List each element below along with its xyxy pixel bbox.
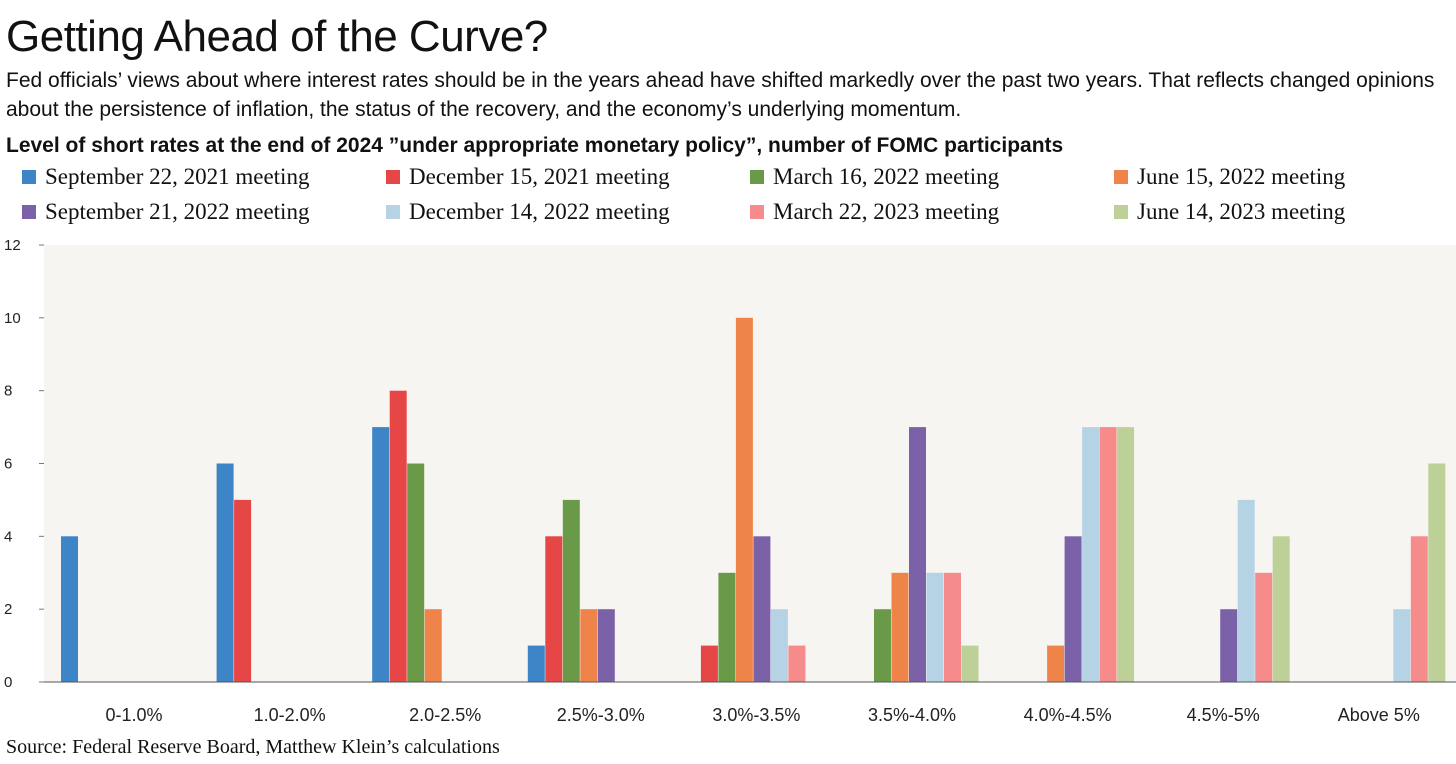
y-tick-label: 0 [4,674,12,691]
legend-label: September 21, 2022 meeting [45,199,310,224]
y-tick-label: 10 [4,310,21,327]
legend-swatch [386,170,400,184]
legend-item: June 15, 2022 meeting [1114,164,1345,190]
bar [1082,427,1100,682]
legend-swatch [1114,170,1128,184]
legend-swatch [22,205,36,219]
legend-swatch [750,170,764,184]
bar [407,463,425,682]
legend-item: December 15, 2021 meeting [386,164,670,190]
legend-label: June 15, 2022 meeting [1137,164,1346,189]
page-title: Getting Ahead of the Curve? [6,12,548,61]
legend-label: March 16, 2022 meeting [773,164,1000,189]
page-subtitle: Fed officials’ views about where interes… [6,69,1435,121]
bar [61,536,78,682]
x-tick-label: 3.0%-3.5% [712,705,800,725]
chart-heading: Level of short rates at the end of 2024 … [6,134,1064,157]
legend-item: December 14, 2022 meeting [386,199,670,225]
bar [1410,536,1428,682]
bar [874,609,891,682]
x-tick-label: 0-1.0% [105,705,162,725]
bar [926,572,944,683]
bar [545,536,563,682]
legend-item: March 22, 2023 meeting [750,199,999,225]
x-tick-label: 4.5%-5% [1187,705,1260,725]
bar [891,572,909,683]
bar [597,609,615,682]
bar [1428,463,1446,682]
legend-swatch [22,170,36,184]
y-tick-label: 12 [4,237,21,254]
bar [1047,645,1065,682]
bar [216,463,234,682]
x-tick-label: 3.5%-4.0% [868,705,956,725]
bar [1237,499,1255,682]
y-tick-label: 4 [4,528,12,545]
bar [389,390,407,682]
legend-label: March 22, 2023 meeting [773,199,1000,224]
bar [788,645,806,682]
legend-item: September 21, 2022 meeting [22,199,309,225]
x-tick-label: 2.0-2.5% [409,705,481,725]
legend-label: December 15, 2021 meeting [409,164,670,189]
legend-label: September 22, 2021 meeting [45,164,310,189]
y-tick-label: 2 [4,601,12,618]
legend-label: December 14, 2022 meeting [409,199,670,224]
bar [1064,536,1082,682]
x-tick-label: 4.0%-4.5% [1024,705,1112,725]
bar [1393,609,1411,682]
y-tick-label: 8 [4,383,12,400]
bar [1220,609,1238,682]
bar [909,427,926,682]
legend-item: September 22, 2021 meeting [22,164,309,190]
y-tick-label: 6 [4,456,12,473]
x-tick-label: 1.0-2.0% [254,705,326,725]
legend-swatch [1114,205,1128,219]
legend-label: June 14, 2023 meeting [1137,199,1346,224]
bar [718,572,736,683]
bar [1117,427,1135,682]
x-tick-label: 2.5%-3.0% [557,705,645,725]
bar [562,499,580,682]
legend-item: March 16, 2022 meeting [750,164,999,190]
legend-swatch [386,205,400,219]
x-axis-labels: 0-1.0% 1.0-2.0% 2.0-2.5% 2.5%-3.0% 3.0%-3.5%… [105,705,1419,725]
legend-swatch [750,205,764,219]
bar [944,572,961,683]
bar [961,645,979,682]
bar [527,645,545,682]
bar [735,317,753,682]
bar [372,427,390,682]
bar [1272,536,1290,682]
y-axis: 0 2 4 6 8 10 12 [4,237,44,691]
bar [770,609,788,682]
bar-series [61,317,1446,683]
bar [753,536,771,682]
bar [1099,427,1117,682]
bar [700,645,718,682]
source-note: Source: Federal Reserve Board, Matthew K… [6,736,500,758]
bar [424,609,442,682]
legend-item: June 14, 2023 meeting [1114,199,1345,225]
bar [580,609,598,682]
bar [234,499,252,682]
bar [1255,572,1273,683]
x-tick-label: Above 5% [1338,705,1420,725]
